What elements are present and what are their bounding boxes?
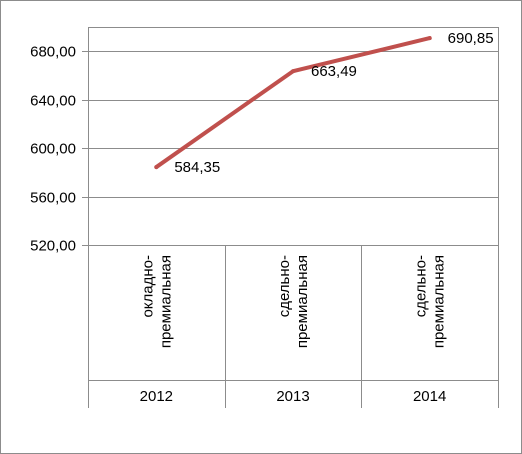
data-label-1: 663,49 (311, 63, 357, 80)
data-point-1 (291, 69, 295, 74)
y-tick-label-4: 680,00 (30, 44, 76, 61)
category-label-2-line-1: премиальная (431, 255, 448, 348)
data-label-2: 690,85 (448, 30, 494, 47)
y-tick-label-0: 520,00 (30, 238, 76, 255)
y-tick-label-3: 640,00 (30, 93, 76, 110)
y-tick-label-2: 600,00 (30, 141, 76, 158)
category-label-0-line-0: окладно- (139, 255, 156, 318)
category-label-1-line-0: сдельно- (276, 255, 293, 317)
category-label-0: окладно-премиальная (139, 255, 174, 348)
year-label-2: 2014 (413, 388, 446, 405)
category-label-0-line-1: премиальная (157, 255, 174, 348)
category-label-1: сдельно-премиальная (276, 255, 311, 348)
data-point-2 (427, 36, 432, 41)
year-label-0: 2012 (140, 388, 173, 405)
category-label-2: сдельно-премиальная (413, 255, 448, 348)
category-label-1-line-1: премиальная (294, 255, 311, 348)
year-label-1: 2013 (276, 388, 309, 405)
y-tick-label-1: 560,00 (30, 190, 76, 207)
category-label-2-line-0: сдельно- (413, 255, 430, 317)
data-label-0: 584,35 (174, 159, 220, 176)
data-point-0 (154, 165, 159, 170)
